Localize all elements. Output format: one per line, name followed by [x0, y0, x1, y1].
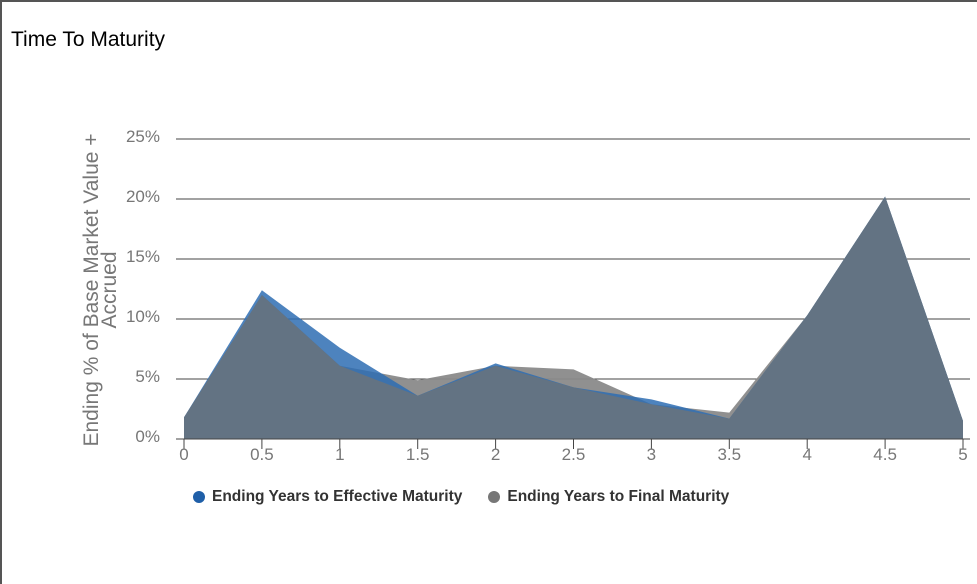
x-tick-label: 4.5 [873, 445, 897, 464]
x-tick-label: 3.5 [717, 445, 741, 464]
y-tick-label: 20% [126, 187, 160, 206]
chart-title: Time To Maturity [11, 28, 166, 51]
y-axis-title-line: Ending % of Base Market Value + [80, 133, 103, 446]
chart-legend: Ending Years to Effective Maturity Endin… [193, 488, 729, 506]
x-tick-label: 2.5 [562, 445, 586, 464]
x-tick-label: 0.5 [250, 445, 274, 464]
x-tick-label: 4 [802, 445, 811, 464]
y-tick-label: 25% [126, 127, 160, 146]
legend-marker-final-maturity [488, 491, 501, 503]
area-overlap [184, 196, 963, 439]
legend-label-effective-maturity: Ending Years to Effective Maturity [212, 488, 463, 505]
legend-item-effective-maturity[interactable]: Ending Years to Effective Maturity [193, 488, 462, 506]
y-axis-title-line: Accrued [98, 251, 121, 328]
y-tick-label: 5% [135, 367, 160, 386]
legend-item-final-maturity[interactable]: Ending Years to Final Maturity [488, 488, 729, 506]
legend-marker-effective-maturity [193, 491, 205, 503]
x-tick-label: 1.5 [406, 445, 430, 464]
legend-label-final-maturity: Ending Years to Final Maturity [507, 488, 730, 505]
x-tick-label: 2 [491, 445, 500, 464]
x-tick-label: 0 [179, 445, 188, 464]
y-tick-label: 15% [126, 247, 160, 266]
x-tick-label: 5 [958, 445, 967, 464]
y-tick-label: 0% [135, 427, 160, 446]
y-tick-label: 10% [126, 307, 160, 326]
y-axis-title: Ending % of Base Market Value +Accrued [80, 133, 121, 446]
x-tick-label: 3 [647, 445, 656, 464]
x-tick-label: 1 [335, 445, 344, 464]
